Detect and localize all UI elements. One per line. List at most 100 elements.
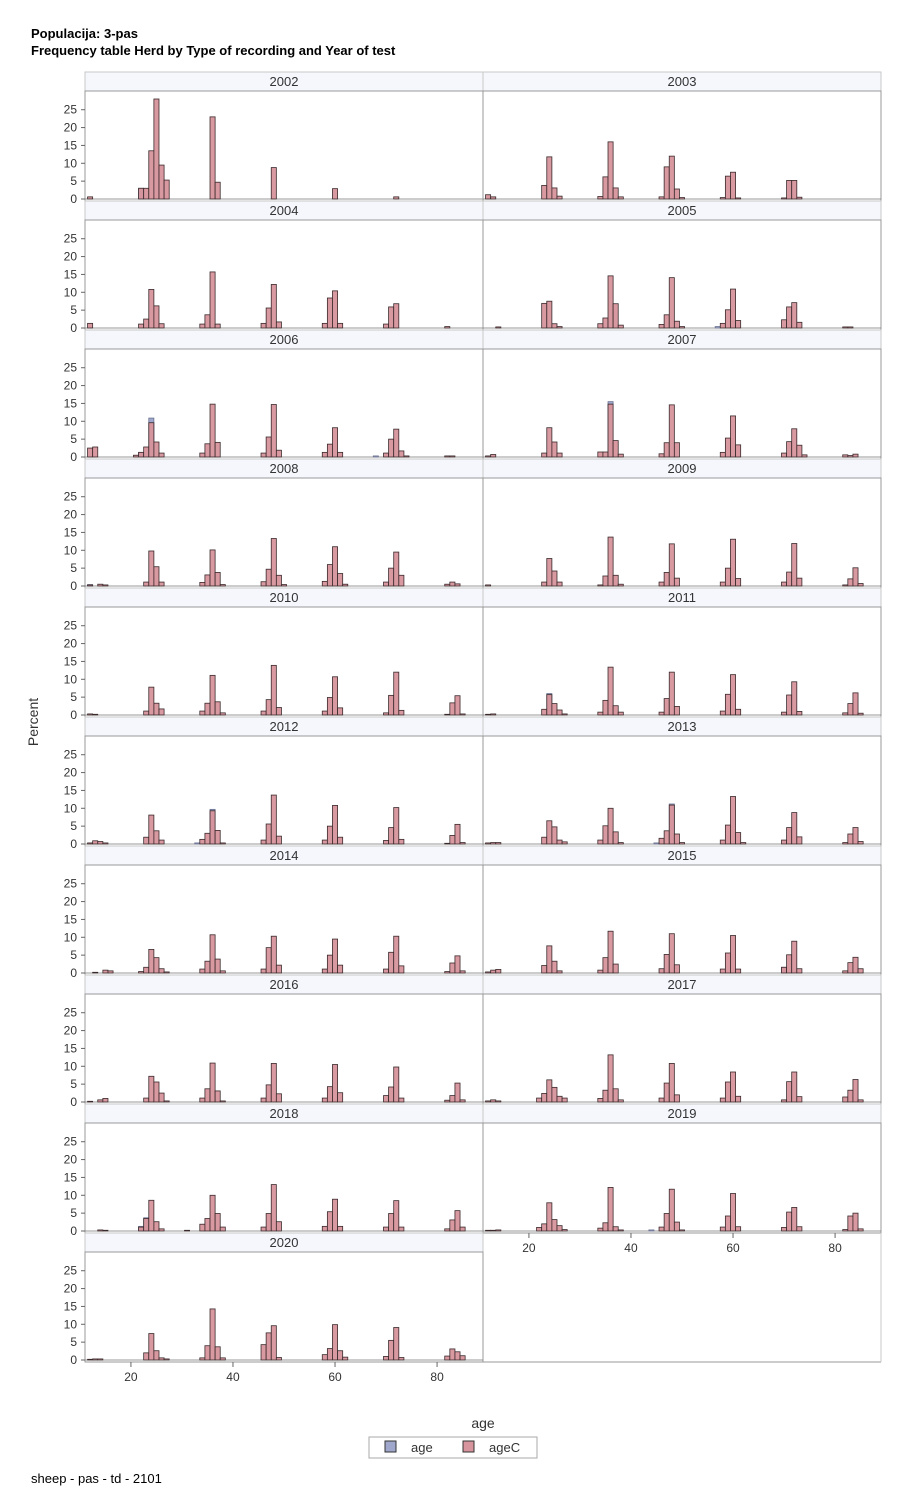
panel-year-label: 2008 (270, 461, 299, 476)
bar-agec (326, 697, 333, 716)
legend: age ageC (368, 1436, 538, 1459)
bar-agec (388, 694, 395, 716)
bar-agec (388, 951, 395, 974)
y-tick-label: 25 (64, 361, 78, 375)
bar-agec (158, 452, 165, 458)
bar-agec (607, 807, 614, 845)
bar-agec (602, 699, 609, 716)
bar-agec (847, 455, 854, 458)
bar-agec (602, 317, 609, 329)
bar-agec (546, 1079, 553, 1103)
bar-agec (388, 438, 395, 458)
bar-agec (153, 441, 160, 458)
bar-agec (326, 1211, 333, 1232)
bar-agec (398, 965, 405, 974)
y-tick-label: 5 (70, 1077, 77, 1091)
bar-agec (449, 1348, 456, 1361)
bar-agec (668, 543, 675, 587)
panel-year-label: 2013 (668, 719, 697, 734)
x-axis-label: age (471, 1415, 495, 1431)
bar-agec (454, 695, 461, 716)
bar-agec (321, 1097, 328, 1103)
bar-agec (786, 180, 793, 200)
bar-agec (219, 1357, 226, 1361)
bar-agec (148, 289, 155, 329)
bar-agec (260, 581, 267, 587)
bar-agec (735, 968, 742, 974)
bar-agec (383, 968, 390, 974)
bar-agec (852, 827, 859, 845)
bar-agec (459, 713, 466, 716)
bar-agec (597, 584, 604, 587)
bar-agec (852, 453, 859, 458)
panel-plot-area (482, 993, 882, 1105)
bar-agec (847, 578, 854, 587)
panel-plot-area (84, 993, 484, 1105)
bar-agec (383, 1356, 390, 1361)
bar-agec (163, 971, 170, 974)
bar-agec (209, 1308, 216, 1361)
bar-agec (673, 964, 680, 974)
y-tick-label: 0 (70, 192, 77, 206)
bar-agec (153, 830, 160, 845)
bar-agec (393, 671, 400, 716)
bar-agec (668, 804, 675, 845)
panel-plot-area (482, 477, 882, 589)
bar-agec (449, 455, 456, 458)
bar-agec (158, 839, 165, 845)
y-tick-label: 10 (64, 1059, 78, 1073)
bar-agec (204, 1218, 211, 1232)
bar-agec (444, 971, 451, 974)
x-tick-label: 20 (124, 1370, 138, 1384)
bar-agec (87, 322, 94, 329)
bar-agec (551, 1086, 558, 1103)
y-tick-label: 5 (70, 819, 77, 833)
y-tick-label: 0 (70, 450, 77, 464)
bar-agec (449, 702, 456, 716)
panel-plot-area (482, 864, 882, 976)
bar-agec (485, 1100, 492, 1103)
y-tick-label: 20 (64, 1153, 78, 1167)
bar-agec (444, 713, 451, 716)
y-tick-label: 20 (64, 895, 78, 909)
bar-agec (490, 969, 497, 974)
bar-agec (719, 1097, 726, 1103)
bar-agec (673, 577, 680, 587)
bar-agec (673, 320, 680, 329)
bar-agec (602, 1222, 609, 1232)
bar-agec (332, 676, 338, 716)
bar-agec (214, 1090, 221, 1103)
bar-agec (260, 839, 267, 845)
bar-agec (786, 827, 793, 845)
bar-agec (337, 1092, 344, 1103)
bar-agec (92, 713, 99, 716)
bar-agec (393, 428, 400, 458)
bar-agec (449, 962, 456, 974)
bar-agec (388, 827, 395, 845)
bar-agec (383, 712, 390, 716)
y-tick-label: 0 (70, 708, 77, 722)
bar-agec (658, 968, 665, 974)
bar-agec (199, 452, 206, 458)
bar-agec (668, 277, 675, 329)
bar-agec (265, 436, 272, 458)
bar-agec (602, 451, 609, 458)
panel-plot-area (84, 477, 484, 589)
panel-year-label: 2005 (668, 203, 697, 218)
y-tick-label: 5 (70, 303, 77, 317)
bar-agec (97, 1229, 104, 1232)
bar-agec (204, 443, 211, 458)
bar-agec (852, 567, 859, 587)
bar-agec (679, 326, 685, 329)
y-tick-label: 0 (70, 321, 77, 335)
y-tick-label: 20 (64, 766, 78, 780)
bar-agec (454, 823, 461, 845)
bar-agec (214, 181, 221, 200)
bar-agec (153, 566, 160, 587)
panel-plot-area (84, 1122, 484, 1234)
bar-agec (541, 1223, 548, 1232)
bar-agec (663, 572, 670, 587)
bar-agec (143, 581, 150, 587)
bar-agec (337, 573, 344, 587)
